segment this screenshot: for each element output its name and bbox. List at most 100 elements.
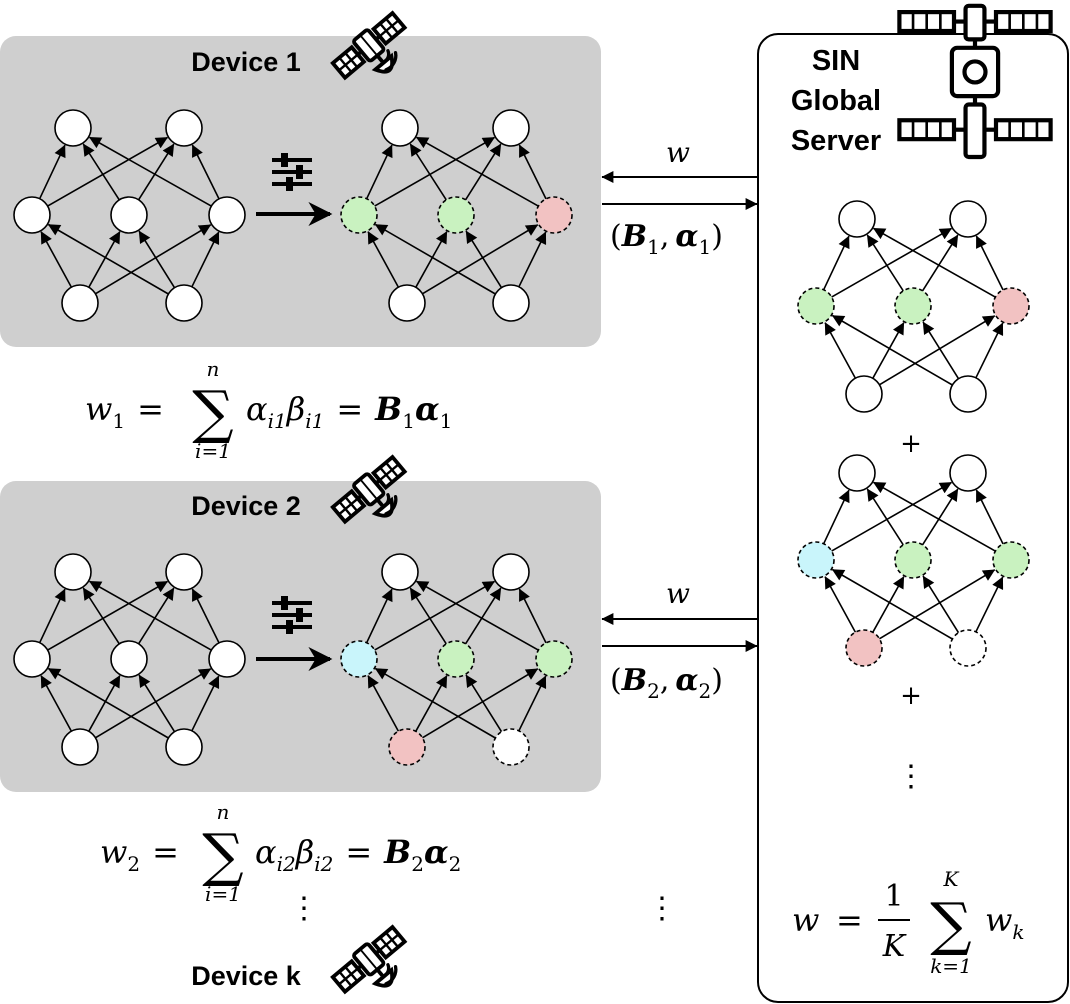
eq1-alpha-sub: i1 [268, 409, 287, 433]
network-node-m2 [894, 287, 932, 325]
eq1-equals-2: = [336, 390, 363, 428]
device-1-tuned-network [340, 109, 573, 322]
eq2-B-sub: 2 [411, 852, 424, 876]
network-node-b1 [845, 629, 883, 667]
network-edge [88, 136, 212, 207]
network-edge [421, 224, 539, 295]
server-ellipsis: ⋮ [896, 759, 926, 794]
network-edge [191, 144, 220, 200]
network-edge [872, 322, 905, 379]
upload-label-1-alpha-sub: 1 [698, 235, 711, 259]
upload-label-2-comma: , [660, 663, 670, 698]
network-edge [374, 136, 496, 207]
eq1-sum-upper: n [207, 357, 220, 381]
network-edge [975, 576, 1004, 633]
svg-text:(B2,α2): (B2, α2) [610, 663, 723, 703]
network-node-m2 [437, 196, 475, 234]
agg-lhs: w [792, 901, 819, 939]
server-title-line-3: Server [791, 125, 881, 157]
network-node-m3 [992, 541, 1030, 579]
server-panel: SIN Global Server + + ⋮ w = 1 K ∑ K k=1 … [757, 6, 1069, 1003]
network-edge [922, 575, 960, 634]
agg-numerator: 1 [884, 879, 903, 914]
eq1-lhs-sub: 1 [112, 409, 125, 433]
agg-sum-upper: K [943, 867, 960, 891]
svg-text:αi1βi1=B1α1: αi1βi1 = B1α1 [246, 390, 452, 433]
network-node-m2 [110, 640, 148, 678]
network-edge [866, 234, 904, 292]
network-node-m3 [535, 196, 573, 234]
network-edge [824, 322, 857, 379]
svg-text:αi2βi2=B2α2: αi2βi2 = B2α2 [255, 833, 461, 876]
network-edge [872, 227, 996, 298]
server-plus-1: + [900, 429, 922, 459]
network-edge [38, 144, 66, 200]
eq1-lhs: w [85, 390, 112, 428]
network-node-b2 [492, 728, 530, 766]
network-edge [40, 231, 73, 288]
device-2-background [0, 481, 601, 792]
network-edge [518, 588, 547, 644]
network-node-b2 [949, 629, 987, 667]
network-edge [922, 321, 960, 380]
network-edge [47, 223, 169, 295]
device-1-panel: Device 1 [0, 8, 601, 347]
network-edge [518, 231, 547, 288]
network-edge [518, 144, 547, 200]
network-edge [137, 143, 175, 201]
agg-var: w [985, 901, 1012, 939]
upload-label-1-B-sub: 1 [647, 235, 660, 259]
network-node-m1 [340, 640, 378, 678]
network-edge [88, 675, 121, 732]
server-plus-2: + [900, 681, 922, 711]
network-edge [88, 231, 121, 288]
network-node-t1 [838, 454, 876, 492]
device-ellipsis: ⋮ [289, 891, 319, 926]
eq2-B: B [383, 833, 411, 871]
eq1-beta: β [286, 390, 306, 428]
network-node-t2 [492, 109, 530, 147]
svg-text:w2=: w2 = [100, 833, 179, 876]
network-edge [367, 675, 400, 732]
network-edge [465, 674, 503, 733]
network-edge [82, 143, 120, 201]
network-node-t2 [949, 200, 987, 238]
network-edge [82, 587, 120, 645]
network-edge [191, 675, 220, 732]
network-node-m2 [894, 541, 932, 579]
network-node-t2 [165, 109, 203, 147]
satellite-icon [328, 922, 422, 1004]
svg-text:wk: wk [985, 901, 1025, 944]
agg-denominator: K [882, 929, 907, 964]
eq2-alpha-vec-sub: 2 [449, 852, 462, 876]
network-node-b2 [492, 284, 530, 322]
network-node-b1 [388, 728, 426, 766]
broadcast-label-1: w [666, 136, 690, 169]
network-edge [872, 481, 996, 552]
svg-text:(B1,α1): (B1, α1) [610, 219, 723, 259]
eq1-alpha: α [246, 390, 268, 428]
sliders-icon [270, 594, 314, 636]
network-edge [409, 587, 447, 645]
network-edge [464, 587, 502, 645]
upload-label-1-open: ( [610, 219, 622, 254]
network-node-t1 [54, 109, 92, 147]
network-edge [831, 481, 953, 552]
upload-label-2-B-sub: 2 [647, 679, 660, 703]
device-k-label: Device k [191, 922, 422, 1004]
eq1-beta-sub: i1 [305, 409, 324, 433]
network-edge [415, 136, 539, 207]
network-edge [374, 223, 496, 295]
network-node-m1 [13, 196, 51, 234]
upload-label-1-B: B [621, 219, 647, 254]
eq2-lhs-sub: 2 [127, 852, 140, 876]
network-node-b1 [61, 284, 99, 322]
network-edge [47, 667, 169, 739]
network-edge [365, 144, 393, 200]
upload-label-2-B: B [621, 663, 647, 698]
device-2-communication: w (B2, α2) [601, 577, 758, 703]
network-edge [921, 234, 959, 292]
upload-label-2-alpha-sub: 2 [698, 679, 711, 703]
network-edge [94, 668, 212, 739]
